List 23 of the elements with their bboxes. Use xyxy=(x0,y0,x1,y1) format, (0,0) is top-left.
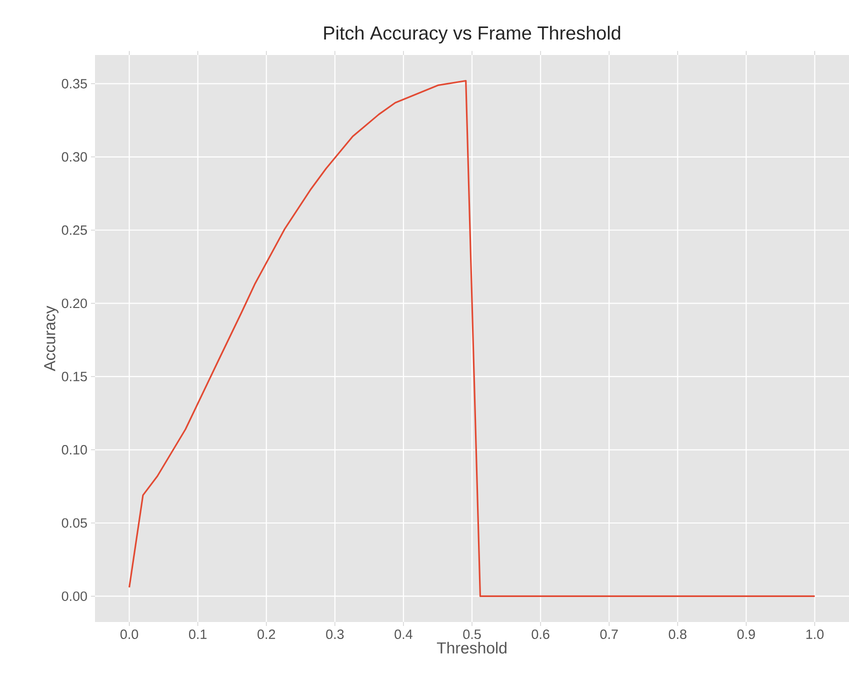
x-tick-label: 0.0 xyxy=(120,630,138,640)
x-tick-label: 0.4 xyxy=(394,630,412,640)
x-tick-label: 0.9 xyxy=(737,630,755,640)
line-series xyxy=(128,80,816,598)
x-tick-label: 0.2 xyxy=(258,630,276,640)
x-tick-label: 0.1 xyxy=(189,630,207,640)
y-tick-label: 0.00 xyxy=(62,591,87,601)
y-tick-label: 0.35 xyxy=(62,78,87,88)
x-tick-label: 0.6 xyxy=(532,630,550,640)
chart-title: Pitch Accuracy vs Frame Threshold xyxy=(324,26,620,44)
y-tick-label: 0.20 xyxy=(62,298,87,308)
y-tick-label: 0.10 xyxy=(62,445,87,455)
y-axis-title: Accuracy xyxy=(44,306,58,372)
x-axis-title: Threshold xyxy=(436,642,506,654)
x-tick-label: 0.5 xyxy=(463,630,481,640)
y-tick-label: 0.25 xyxy=(62,225,87,235)
x-tick-label: 0.7 xyxy=(600,630,618,640)
y-tick-label: 0.30 xyxy=(62,152,87,162)
x-tick-label: 0.3 xyxy=(326,630,344,640)
y-tick-label: 0.05 xyxy=(62,518,87,528)
x-tick-label: 1.0 xyxy=(806,630,824,640)
y-tick-label: 0.15 xyxy=(62,372,87,382)
x-tick-label: 0.8 xyxy=(668,630,686,640)
